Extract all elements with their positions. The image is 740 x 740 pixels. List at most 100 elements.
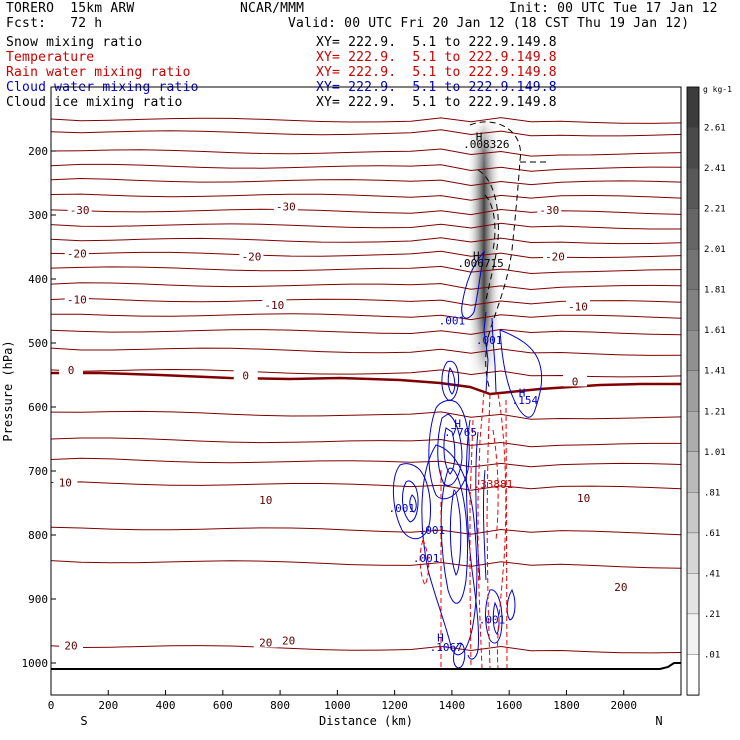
rain-contours — [419, 391, 508, 669]
temperature-label: 10 — [577, 492, 590, 505]
colorbar: 2.61 2.41 2.21 2.01 1.81 1.61 1.41 1.21 1.01 .81.… — [686, 86, 726, 696]
y-tick-label: 400 — [28, 273, 48, 286]
colorbar-unit: g kg-1 — [703, 85, 732, 94]
y-tick-label: 700 — [28, 465, 48, 478]
temperature-contour — [51, 222, 681, 230]
colorbar-label: .01 — [704, 651, 720, 661]
temperature-contour — [51, 347, 681, 356]
temperature-label: 10 — [59, 477, 72, 490]
temperature-contour — [51, 265, 681, 275]
contour-annotation: H — [473, 249, 480, 262]
y-tick-label: 200 — [28, 145, 48, 158]
y-axis: 200 300 400 500 600 700 800 900 1000 — [22, 145, 56, 670]
colorbar-swatch — [686, 330, 700, 372]
colorbar-label: .81 — [704, 488, 720, 498]
temperature-contour — [51, 645, 681, 654]
temperature-contour — [51, 313, 681, 321]
contour-annotation: .001 — [479, 613, 506, 626]
south-end-label: S — [80, 714, 87, 728]
colorbar-label: .21 — [704, 610, 720, 620]
colorbar-swatch — [686, 289, 700, 331]
center-label: NCAR/MMM — [240, 1, 305, 16]
x-tick-label: 1000 — [324, 699, 351, 712]
contour-annotation: .008326 — [463, 138, 509, 151]
contour-annotations: H.008326H.006715.001.001H.154H.7765.3388… — [389, 130, 539, 654]
temperature-contour — [51, 250, 681, 259]
forecast-hour-label: Fcst: 72 h — [6, 16, 103, 31]
temperature-contour — [51, 437, 681, 448]
colorbar-label: 2.01 — [704, 245, 726, 255]
colorbar-swatch — [686, 248, 700, 291]
colorbar-label: 1.41 — [704, 367, 726, 377]
contour-annotation: .33881 — [474, 478, 514, 491]
field-rain-label: Rain water mixing ratio — [6, 65, 191, 80]
contour-annotation: .001 — [413, 552, 440, 565]
y-tick-label: 800 — [28, 529, 48, 542]
colorbar-label: 2.41 — [704, 164, 726, 174]
x-tick-label: 0 — [48, 699, 55, 712]
contour-annotation: H — [476, 130, 483, 143]
x-tick-label: 1800 — [553, 699, 580, 712]
temperature-label: -30 — [276, 201, 296, 214]
temperature-label: -30 — [70, 204, 90, 217]
contour-annotation: .001 — [439, 315, 466, 328]
field-snow-label: Snow mixing ratio — [6, 35, 143, 50]
field-rain-xy: XY= 222.9. 5.1 to 222.9.149.8 — [316, 65, 557, 80]
field-snow-xy: XY= 222.9. 5.1 to 222.9.149.8 — [316, 35, 557, 50]
contour-annotation: .006715 — [457, 257, 503, 270]
temperature-contour — [51, 282, 681, 291]
temperature-label: -20 — [67, 247, 87, 260]
y-tick-label: 300 — [28, 209, 48, 222]
temperature-contour — [51, 193, 681, 201]
colorbar-swatch — [686, 451, 700, 493]
temperature-label: 0 — [68, 364, 75, 377]
x-tick-label: 200 — [98, 699, 118, 712]
temperature-contour — [51, 208, 681, 216]
contour-annotation: .001 — [389, 502, 416, 515]
colorbar-label: 1.81 — [704, 286, 726, 296]
contour-annotation: H — [454, 418, 461, 431]
temperature-label: 10 — [259, 494, 272, 507]
temperature-label: -10 — [264, 299, 284, 312]
temperature-contour — [51, 129, 681, 137]
temperature-label: -10 — [568, 301, 588, 314]
colorbar-swatch — [686, 208, 700, 250]
contour-annotation: .7765 — [444, 426, 477, 439]
cloud-water-contours — [392, 250, 543, 669]
colorbar-label: 1.01 — [704, 448, 726, 458]
snow-mixing-ratio-shading — [466, 120, 502, 380]
temperature-contour — [51, 117, 681, 124]
y-tick-label: 1000 — [22, 657, 49, 670]
temperature-label: 20 — [282, 635, 295, 648]
temperature-contour — [51, 481, 681, 491]
temperature-contour — [51, 328, 681, 336]
colorbar-label: .41 — [704, 569, 720, 579]
field-temperature-xy: XY= 222.9. 5.1 to 222.9.149.8 — [316, 50, 557, 65]
x-tick-label: 600 — [213, 699, 233, 712]
plot-frame — [50, 86, 682, 696]
temperature-contour — [51, 560, 681, 569]
colorbar-swatch — [686, 492, 700, 534]
temperature-label: -20 — [545, 251, 565, 264]
colorbar-swatch — [686, 573, 700, 615]
contour-annotation: .001 — [419, 524, 446, 537]
temperature-contour — [51, 177, 681, 187]
temperature-label: 0 — [572, 375, 579, 388]
temperature-label: -20 — [242, 251, 262, 264]
temperature-label: -10 — [67, 293, 87, 306]
colorbar-label: 1.21 — [704, 407, 726, 417]
temperature-label: 20 — [614, 581, 627, 594]
x-tick-label: 2000 — [610, 699, 637, 712]
contour-annotation: H — [519, 386, 526, 399]
contour-annotation: H — [437, 631, 444, 644]
x-tick-label: 1200 — [381, 699, 408, 712]
contour-annotation: .154 — [512, 394, 539, 407]
contour-annotation: .001 — [476, 334, 503, 347]
field-cloud-ice-label: Cloud ice mixing ratio — [6, 95, 183, 110]
model-label: TORERO 15km ARW — [6, 1, 135, 16]
colorbar-swatch — [686, 127, 700, 169]
ice-contours — [469, 121, 548, 391]
contour-annotation: .1067 — [430, 641, 463, 654]
colorbar-swatch — [686, 86, 700, 129]
